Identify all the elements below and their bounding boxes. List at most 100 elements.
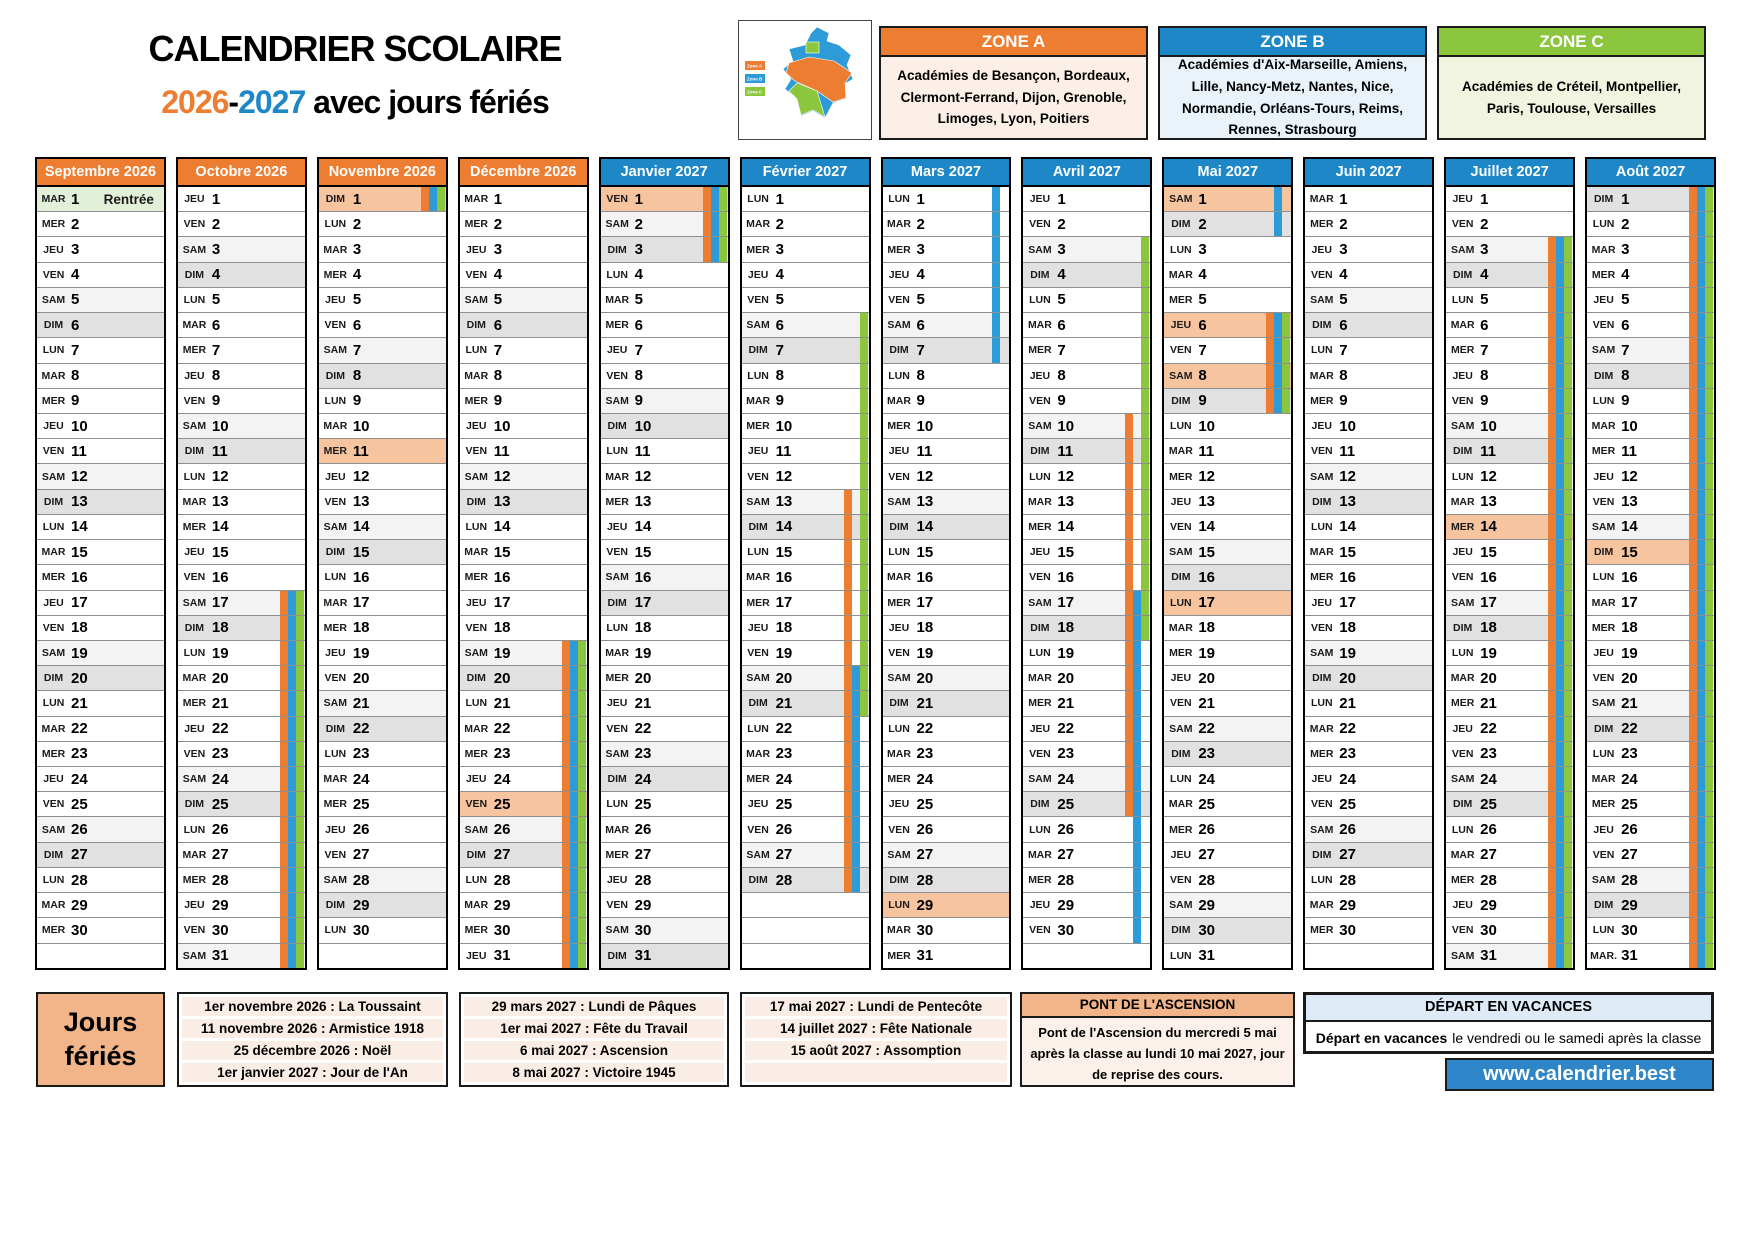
day-abbr: LUN xyxy=(324,218,347,231)
vacation-bar-zone-b xyxy=(1697,363,1705,388)
day-cell: JEU 22 xyxy=(1446,716,1574,742)
day-cell: JEU 24 xyxy=(459,767,587,793)
day-cell: JEU 1 xyxy=(1023,187,1151,213)
day-number: 6 xyxy=(1621,316,1630,334)
day-abbr: MAR xyxy=(41,369,66,382)
day-cell: SAM 3 xyxy=(177,237,305,263)
day-cell: MAR 20 xyxy=(1446,666,1574,692)
day-cell: VEN 20 xyxy=(318,666,446,692)
month-header: Juin 2027 xyxy=(1305,159,1433,187)
vacation-bar-zone-a xyxy=(843,565,852,590)
day-cell xyxy=(1023,943,1151,968)
day-abbr: JEU xyxy=(1452,369,1473,382)
day-abbr: MAR xyxy=(41,193,66,206)
day-abbr: SAM xyxy=(464,647,488,660)
vacation-bar-zone-b xyxy=(1133,842,1142,867)
vacation-bar-zone-c xyxy=(295,691,304,716)
day-number: 14 xyxy=(352,518,370,536)
day-abbr: JEU xyxy=(1593,823,1614,836)
day-number: 20 xyxy=(1480,669,1497,687)
day-abbr: DIM xyxy=(607,773,627,786)
year-2027: 2027 xyxy=(238,84,306,120)
vacation-bar-zone-c xyxy=(1141,514,1150,540)
day-cell: SAM 28 xyxy=(318,867,446,894)
day-number: 24 xyxy=(1057,770,1075,788)
day-number: 12 xyxy=(1057,468,1075,486)
day-abbr: SAM xyxy=(1591,344,1616,357)
day-abbr: LUN xyxy=(42,697,65,710)
day-abbr: MER xyxy=(182,874,207,887)
day-abbr: SAM xyxy=(605,218,629,231)
day-abbr: DIM xyxy=(1593,193,1614,206)
day-abbr: MER xyxy=(1169,470,1193,483)
day-abbr: LUN xyxy=(324,924,347,937)
day-abbr: VEN xyxy=(747,823,769,836)
vacation-bar-zone-b xyxy=(1697,590,1705,615)
calendar-grid: Septembre 2026 MAR 1 Rentrée MER 2 JEU 3 VEN 4 SAM… xyxy=(35,157,1716,970)
day-cell: MAR 11 xyxy=(1164,439,1292,465)
month-body: SAM 1 DIM 2 LUN 3 MAR 4 MER 5 JEU 6 VEN 7 SAM 8 DIM 9 LUN 1… xyxy=(1164,187,1292,968)
month-column: Septembre 2026 MAR 1 Rentrée MER 2 JEU 3 VEN 4 SAM… xyxy=(35,157,166,970)
vacation-bar-zone-a xyxy=(1689,565,1697,590)
day-number: 6 xyxy=(775,316,784,334)
day-cell: SAM 12 xyxy=(37,464,164,490)
day-number: 18 xyxy=(775,619,793,637)
day-number: 1 xyxy=(916,190,925,208)
day-number: 15 xyxy=(634,543,652,561)
day-cell: SAM 15 xyxy=(1164,540,1292,566)
vacation-bar-zone-a xyxy=(1266,388,1275,413)
day-abbr: JEU xyxy=(1452,899,1473,912)
vacation-bar-zone-b xyxy=(287,867,296,893)
website-link[interactable]: www.calendrier.best xyxy=(1445,1058,1714,1091)
day-cell: VEN 7 xyxy=(1164,338,1292,364)
day-cell: DIM 20 xyxy=(1305,666,1433,692)
day-number: 3 xyxy=(916,241,925,259)
vacation-bar-zone-a xyxy=(1548,691,1557,716)
day-abbr: DIM xyxy=(1171,747,1191,760)
day-number: 8 xyxy=(1480,367,1489,385)
day-abbr: JEU xyxy=(184,722,205,735)
day-abbr: DIM xyxy=(748,520,768,533)
vacation-bar-zone-b xyxy=(1556,413,1565,439)
day-cell: VEN 11 xyxy=(1305,439,1433,465)
day-cell: SAM 24 xyxy=(1446,767,1574,793)
day-cell: LUN 15 xyxy=(741,540,869,566)
day-number: 15 xyxy=(1198,543,1216,561)
day-cell: SAM 3 xyxy=(1446,237,1574,263)
day-number: 5 xyxy=(916,291,925,309)
day-cell: MER 30 xyxy=(37,918,164,944)
day-abbr: DIM xyxy=(184,445,205,458)
ferie-entry: 1er mai 2027 : Fête du Travail xyxy=(464,1019,724,1038)
day-abbr: LUN xyxy=(606,621,628,634)
vacation-bar-zone-a xyxy=(561,867,570,893)
day-abbr: VEN xyxy=(1029,747,1051,760)
day-cell: VEN 12 xyxy=(741,464,869,490)
day-cell: VEN 13 xyxy=(318,489,446,515)
day-abbr: DIM xyxy=(1171,571,1191,584)
day-abbr: LUN xyxy=(747,546,769,559)
zone-b-box: ZONE B Académies d'Aix-Marseille, Amiens… xyxy=(1158,26,1427,140)
vacation-bar-zone-b xyxy=(851,767,860,792)
day-number: 4 xyxy=(211,266,221,284)
day-abbr: LUN xyxy=(606,798,628,811)
vacation-bar-zone-b xyxy=(287,666,296,691)
day-abbr: DIM xyxy=(1453,268,1473,281)
vacation-bar-zone-c xyxy=(1564,666,1573,691)
day-abbr: VEN xyxy=(1170,874,1192,887)
day-abbr: DIM xyxy=(1312,495,1332,508)
vacation-bar-zone-b xyxy=(569,716,578,741)
day-abbr: MER xyxy=(41,218,66,231)
day-cell: MER 21 xyxy=(177,691,305,717)
day-number: 17 xyxy=(775,594,793,612)
day-number: 26 xyxy=(211,821,229,839)
vacation-bar-zone-c xyxy=(1705,943,1713,968)
day-number: 26 xyxy=(352,821,370,839)
vacation-bar-zone-a xyxy=(1689,313,1697,338)
vacation-bar-zone-c xyxy=(1564,943,1573,968)
day-number: 11 xyxy=(1621,442,1637,460)
day-abbr: LUN xyxy=(888,369,910,382)
vacation-bar-zone-b xyxy=(1697,842,1705,867)
day-number: 2 xyxy=(493,215,503,233)
day-abbr: SAM xyxy=(605,747,629,760)
day-number: 21 xyxy=(1621,694,1638,712)
